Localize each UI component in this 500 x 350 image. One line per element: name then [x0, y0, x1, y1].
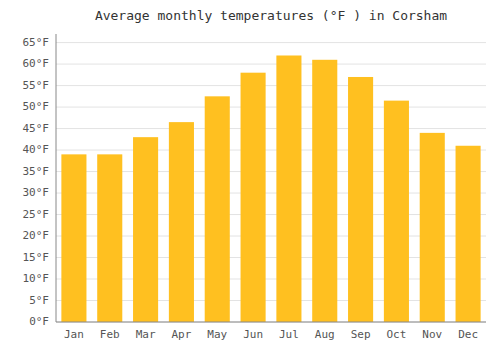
- x-axis: Jan Feb Mar Apr May Jun Jul Aug Sep Oct Nov Dec: [64, 328, 478, 341]
- x-tick-label: May: [207, 328, 227, 341]
- bar: [312, 60, 337, 322]
- y-tick-label: 65°F: [23, 36, 50, 49]
- x-tick-label: Aug: [315, 328, 335, 341]
- y-axis-line: [56, 34, 57, 322]
- grid-line: [56, 85, 486, 86]
- y-tick-label: 5°F: [29, 294, 49, 307]
- x-tick-label: Dec: [458, 328, 478, 341]
- grid-line: [56, 322, 486, 323]
- y-axis: 0°F 5°F 10°F 15°F 20°F 25°F 30°F 35°F 40°F 45°F 50…: [23, 36, 50, 328]
- chart: 0°F 5°F 10°F 15°F 20°F 25°F 30°F 35°F 40°F 45°F 50…: [0, 0, 500, 350]
- bar: [276, 55, 301, 322]
- x-tick-label: Feb: [100, 328, 120, 341]
- bar: [456, 146, 481, 322]
- bar: [348, 77, 373, 322]
- y-tick-label: 20°F: [23, 229, 50, 242]
- y-tick-label: 40°F: [23, 143, 50, 156]
- x-tick-label: Oct: [386, 328, 406, 341]
- x-tick-label: Jan: [64, 328, 84, 341]
- y-tick-label: 35°F: [23, 165, 50, 178]
- x-axis-line: [56, 322, 486, 323]
- y-tick-label: 25°F: [23, 208, 50, 221]
- y-tick-label: 10°F: [23, 272, 50, 285]
- grid: [56, 43, 486, 322]
- bar: [384, 101, 409, 322]
- grid-line: [56, 128, 486, 129]
- grid-line: [56, 107, 486, 108]
- x-tick-label: Apr: [171, 328, 191, 341]
- y-tick-label: 0°F: [29, 315, 49, 328]
- bar: [420, 133, 445, 322]
- bars: [61, 55, 480, 322]
- bar: [241, 73, 266, 322]
- y-tick-label: 60°F: [23, 57, 50, 70]
- y-tick-label: 45°F: [23, 122, 50, 135]
- y-tick-label: 50°F: [23, 100, 50, 113]
- x-tick-label: Mar: [136, 328, 156, 341]
- bar: [97, 154, 122, 322]
- y-tick-label: 55°F: [23, 79, 50, 92]
- y-tick-label: 15°F: [23, 251, 50, 264]
- y-tick-label: 30°F: [23, 186, 50, 199]
- bar: [169, 122, 194, 322]
- grid-line: [56, 42, 486, 43]
- grid-line: [56, 64, 486, 65]
- x-tick-label: Nov: [422, 328, 442, 341]
- bar: [61, 154, 86, 322]
- x-tick-label: Jul: [279, 328, 299, 341]
- chart-container: 0°F 5°F 10°F 15°F 20°F 25°F 30°F 35°F 40°F 45°F 50…: [0, 0, 500, 350]
- bar: [133, 137, 158, 322]
- x-tick-label: Jun: [243, 328, 263, 341]
- bar: [205, 96, 230, 322]
- title: Average monthly temperatures (°F ) in Co…: [95, 8, 447, 23]
- x-tick-label: Sep: [351, 328, 371, 341]
